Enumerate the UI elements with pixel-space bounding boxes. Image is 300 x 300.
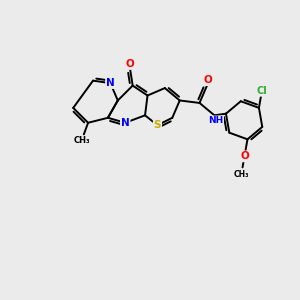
Text: NH: NH [208, 116, 223, 125]
Text: CH₃: CH₃ [73, 136, 90, 146]
Text: O: O [126, 59, 135, 69]
Text: N: N [121, 118, 130, 128]
Text: O: O [240, 152, 249, 161]
Text: CH₃: CH₃ [233, 170, 249, 179]
Text: O: O [204, 75, 213, 85]
Text: S: S [154, 120, 161, 130]
Text: Cl: Cl [256, 86, 267, 96]
Text: N: N [106, 78, 115, 88]
